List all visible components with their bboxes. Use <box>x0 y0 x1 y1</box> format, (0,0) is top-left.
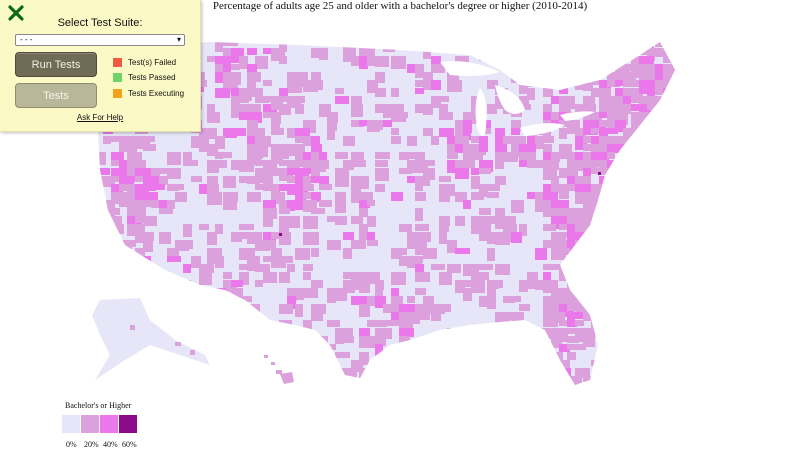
legend-swatch <box>81 415 99 433</box>
status-swatch <box>113 89 122 98</box>
status-swatch <box>113 73 122 82</box>
legend-swatch <box>62 415 80 433</box>
ask-for-help-link[interactable]: Ask For Help <box>76 113 124 122</box>
status-swatch <box>113 58 122 67</box>
legend-label: 60% <box>122 440 137 449</box>
legend-label: 20% <box>84 440 99 449</box>
run-tests-button[interactable]: Run Tests <box>15 52 97 77</box>
hawaii <box>264 355 294 384</box>
legend-title: Bachelor's or Higher <box>65 401 132 410</box>
legend-swatch <box>100 415 118 433</box>
status-executing: Tests Executing <box>113 89 184 99</box>
legend-label: 0% <box>66 440 77 449</box>
suite-selected-value: - - - <box>20 35 33 44</box>
tests-button[interactable]: Tests <box>15 83 97 108</box>
status-passed: Tests Passed <box>113 73 176 83</box>
test-panel: Select Test Suite: - - - ▾ Run Tests Tes… <box>0 0 201 132</box>
great-lakes <box>440 61 595 136</box>
map-title: Percentage of adults age 25 and older wi… <box>212 0 588 12</box>
suite-select[interactable]: - - - ▾ <box>15 34 185 46</box>
legend-swatch <box>119 415 137 433</box>
close-x-icon[interactable] <box>7 4 25 22</box>
suite-label: Select Test Suite: <box>57 17 143 29</box>
legend-label: 40% <box>103 440 118 449</box>
alaska <box>92 298 210 380</box>
status-failed: Test(s) Failed <box>113 58 176 68</box>
chevron-down-icon: ▾ <box>176 35 181 44</box>
